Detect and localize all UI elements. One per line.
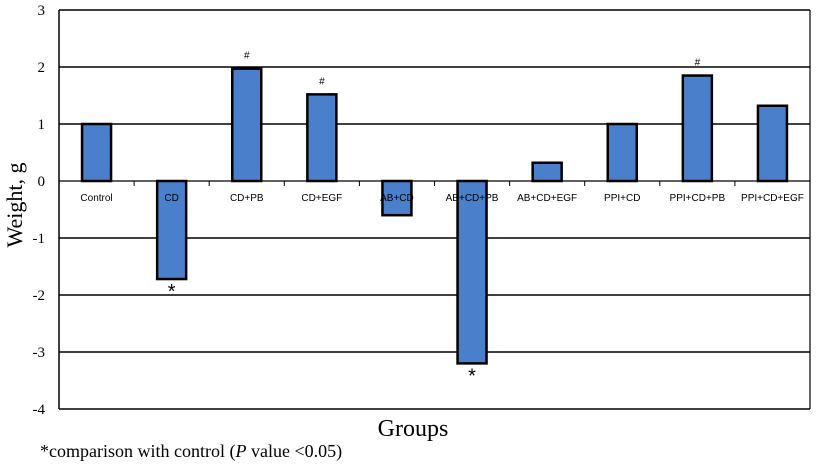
y-axis-label: Weight, g (2, 163, 27, 248)
footnote-suffix: value <0.05) (246, 441, 343, 461)
category-label: AB+CD+EGF (517, 193, 577, 204)
hash-marker: # (319, 76, 325, 87)
footnote-italic: P (235, 441, 247, 461)
y-tick-label: 0 (38, 174, 46, 190)
bar (456, 179, 488, 365)
bar (155, 179, 188, 281)
y-tick-label: -2 (33, 288, 46, 304)
y-tick-label: 3 (38, 3, 46, 19)
bar (606, 122, 638, 183)
axis-lines (58, 10, 811, 410)
category-label: AB+CD (380, 193, 414, 204)
bar (80, 122, 113, 183)
category-labels: Control CD CD+PB CD+EGF AB+CD AB+CD+PB AB+CD+E… (80, 193, 803, 204)
bar (381, 179, 413, 217)
category-label: AB+CD+PB (446, 193, 499, 204)
category-label: CD+PB (230, 193, 264, 204)
y-tick-label: -3 (33, 345, 46, 361)
bar (306, 93, 338, 183)
hash-marker: # (695, 58, 701, 69)
y-tick-label: -1 (33, 231, 46, 247)
y-tick-label: 1 (38, 117, 46, 133)
category-label: Control (80, 193, 112, 204)
bar (756, 104, 789, 183)
asterisk-marker: * (168, 281, 176, 303)
hash-marker: # (244, 51, 250, 62)
bars (80, 67, 789, 365)
category-label: PPI+CD+EGF (741, 193, 804, 204)
x-axis-label: Groups (378, 416, 449, 442)
category-label: CD (164, 193, 178, 204)
category-label: CD+EGF (301, 193, 342, 204)
bar (681, 74, 714, 183)
significance-markers: * # # * # (168, 51, 701, 388)
bar (531, 161, 563, 183)
y-tick-label: 2 (38, 60, 46, 76)
y-tick-labels: 3 2 1 0 -1 -2 -3 -4 (33, 3, 46, 418)
y-tick-label: -4 (33, 402, 46, 418)
category-label: PPI+CD+PB (670, 193, 726, 204)
category-label: PPI+CD (604, 193, 640, 204)
asterisk-marker: * (468, 365, 476, 387)
footnote: *comparison with control (P value <0.05) (40, 441, 342, 462)
bar (231, 67, 263, 183)
footnote-prefix: *comparison with control ( (40, 441, 236, 461)
